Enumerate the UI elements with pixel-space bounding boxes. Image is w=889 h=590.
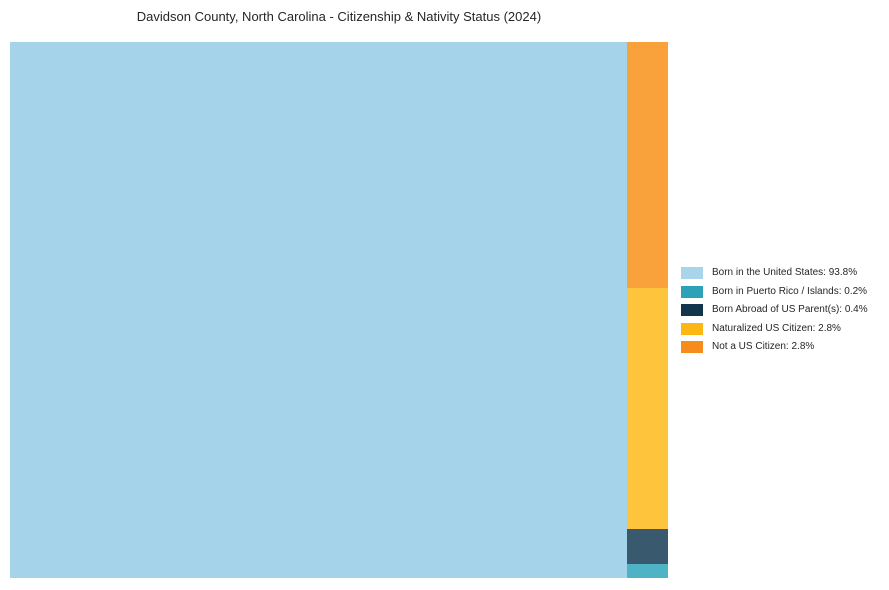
legend-label: Born in Puerto Rico / Islands: 0.2% bbox=[712, 285, 868, 297]
treemap-block-born-in-puerto-rico-islands bbox=[627, 564, 668, 578]
chart-title: Davidson County, North Carolina - Citize… bbox=[136, 9, 542, 24]
legend: Born in the United States: 93.8% Born in… bbox=[681, 267, 868, 360]
legend-item-not-a-us-citizen: Not a US Citizen: 2.8% bbox=[681, 341, 868, 353]
legend-item-naturalized-us-citizen: Naturalized US Citizen: 2.8% bbox=[681, 322, 868, 335]
legend-label: Born Abroad of US Parent(s): 0.4% bbox=[712, 304, 868, 315]
treemap-block-born-abroad-of-us-parents bbox=[627, 529, 668, 564]
legend-label: Not a US Citizen: 2.8% bbox=[712, 341, 815, 352]
legend-swatch-born-abroad-of-us-parents bbox=[681, 304, 703, 316]
legend-swatch-naturalized-us-citizen bbox=[681, 322, 703, 335]
legend-swatch-born-in-united-states bbox=[681, 267, 703, 279]
legend-item-born-in-puerto-rico-islands: Born in Puerto Rico / Islands: 0.2% bbox=[681, 285, 868, 298]
legend-label: Born in the United States: 93.8% bbox=[712, 267, 858, 278]
legend-swatch-born-in-puerto-rico-islands bbox=[681, 285, 703, 298]
legend-label: Naturalized US Citizen: 2.8% bbox=[712, 322, 841, 334]
treemap-block-not-a-us-citizen bbox=[627, 42, 668, 288]
treemap-block-naturalized-us-citizen bbox=[627, 288, 668, 529]
legend-item-born-abroad-of-us-parents: Born Abroad of US Parent(s): 0.4% bbox=[681, 304, 868, 316]
treemap-plot bbox=[10, 42, 668, 578]
legend-item-born-in-united-states: Born in the United States: 93.8% bbox=[681, 267, 868, 279]
treemap-block-born-in-united-states bbox=[10, 42, 627, 578]
legend-swatch-not-a-us-citizen bbox=[681, 341, 703, 353]
